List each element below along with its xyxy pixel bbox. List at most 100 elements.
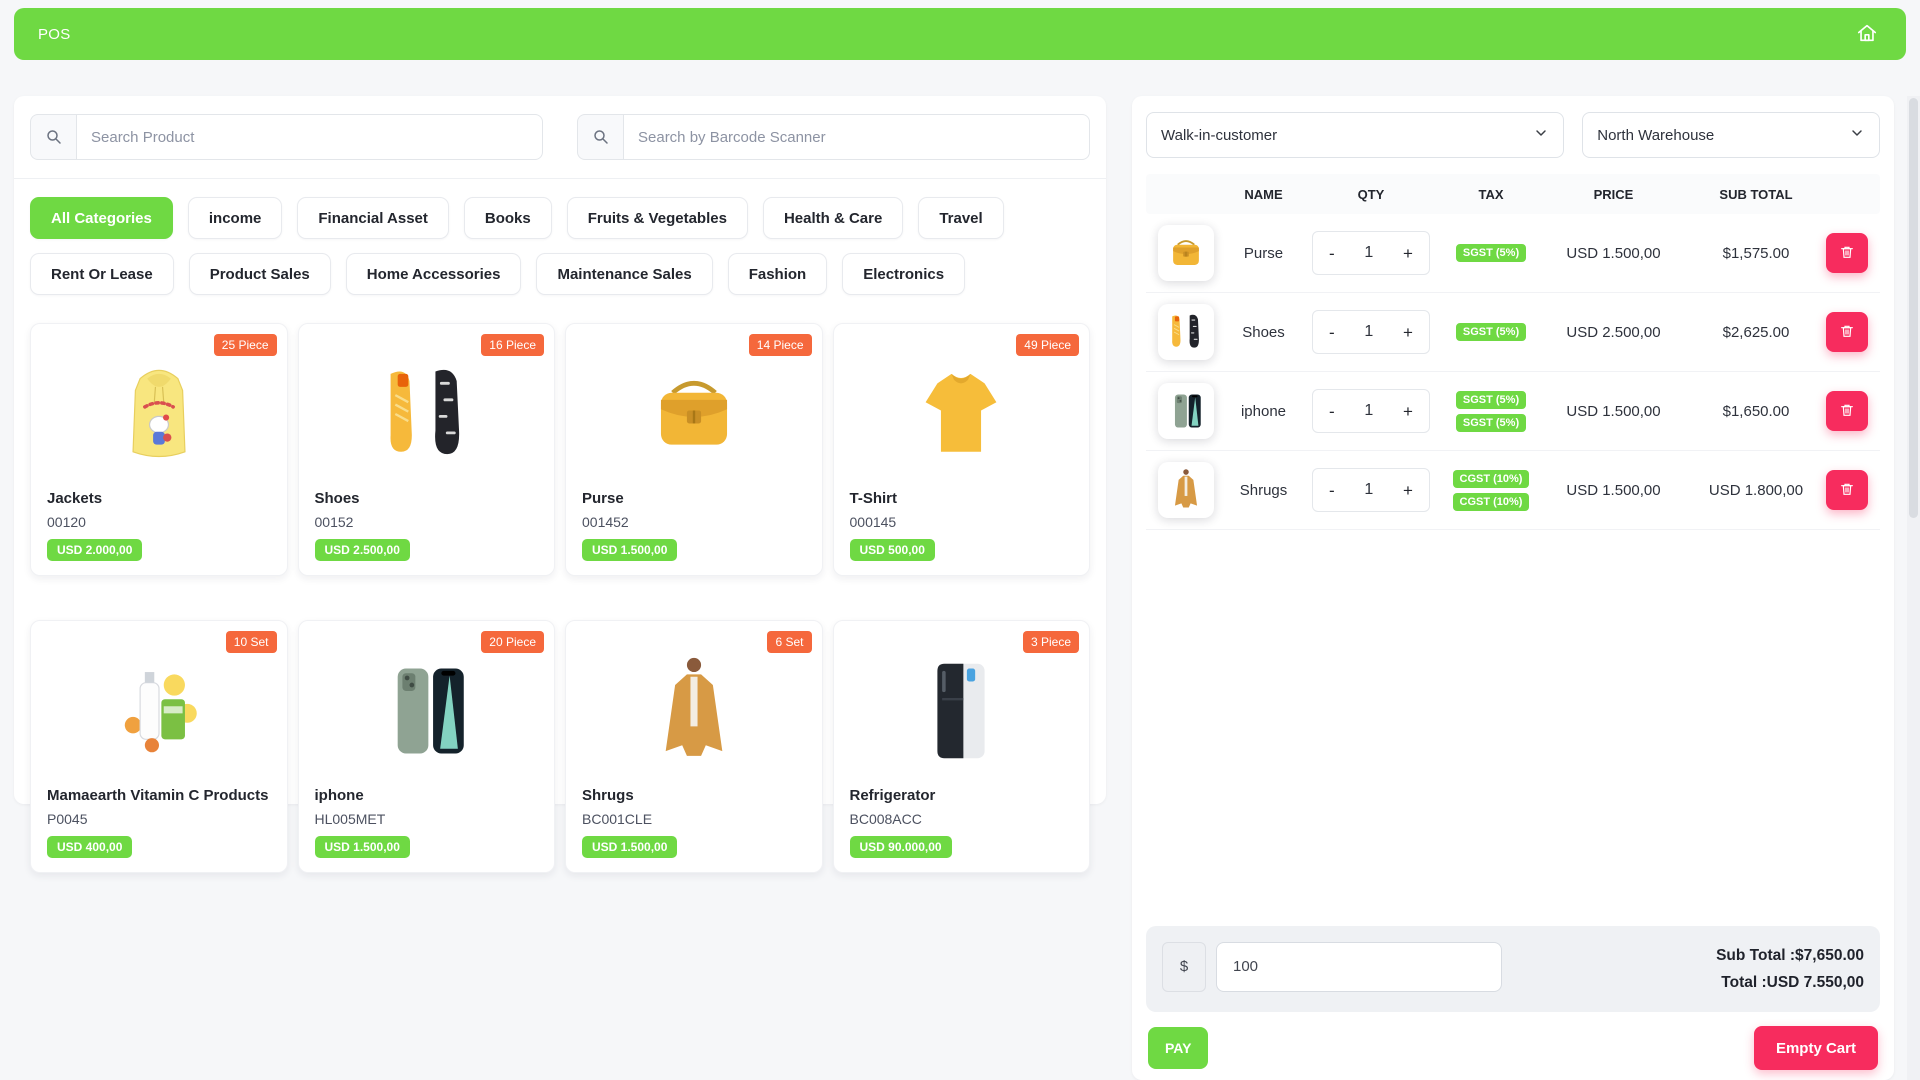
cart-item-subtotal: $1,575.00 xyxy=(1722,244,1790,262)
category-chip[interactable]: Rent Or Lease xyxy=(30,253,174,295)
qty-increase-button[interactable]: + xyxy=(1403,322,1413,342)
category-chip[interactable]: Fashion xyxy=(727,253,828,295)
qty-value[interactable]: 1 xyxy=(1364,244,1374,261)
tax-badge: SGST (5%) xyxy=(1455,244,1527,262)
cart-rows: Purse - 1 + SGST (5%) USD 1.500,00 $1,57… xyxy=(1146,214,1880,530)
qty-value[interactable]: 1 xyxy=(1364,402,1374,419)
customer-select[interactable]: Walk-in-customer xyxy=(1146,112,1565,158)
delete-item-button[interactable] xyxy=(1826,233,1868,273)
product-name: Refrigerator xyxy=(849,787,936,804)
category-chip[interactable]: Product Sales xyxy=(188,253,331,295)
product-price-badge: USD 1.500,00 xyxy=(582,836,678,858)
delete-item-button[interactable] xyxy=(1826,312,1868,352)
cart-row: Shoes - 1 + SGST (5%) USD 2.500,00 $2,62… xyxy=(1146,293,1880,372)
product-code: BC001CLE xyxy=(582,811,653,827)
cart-row: Shrugs - 1 + CGST (10%) CGST (10%) USD 1.… xyxy=(1146,451,1880,530)
chevron-down-icon xyxy=(1533,125,1549,145)
product-code: P0045 xyxy=(47,811,88,827)
product-name: Jackets xyxy=(47,490,103,507)
cart-item-image xyxy=(1158,462,1214,518)
cart-item-price: USD 1.500,00 xyxy=(1566,244,1661,262)
quantity-stepper[interactable]: - 1 + xyxy=(1312,231,1430,275)
category-chip[interactable]: income xyxy=(187,197,283,239)
col-name: NAME xyxy=(1244,186,1283,202)
product-image xyxy=(47,350,271,478)
category-chip[interactable]: Electronics xyxy=(842,253,966,295)
trash-icon xyxy=(1839,402,1855,421)
product-card[interactable]: 25 Piece Jackets 00120 USD 2.000,00 xyxy=(30,323,288,576)
product-card[interactable]: 49 Piece T-Shirt 000145 USD 500,00 xyxy=(832,323,1090,576)
category-chip[interactable]: Financial Asset xyxy=(297,197,449,239)
qty-value[interactable]: 1 xyxy=(1364,323,1374,340)
product-code: 00152 xyxy=(314,514,354,530)
delete-item-button[interactable] xyxy=(1826,470,1868,510)
qty-increase-button[interactable]: + xyxy=(1403,480,1413,500)
category-chip-label: Product Sales xyxy=(209,265,310,283)
product-card[interactable]: 3 Piece Refrigerator BC008ACC USD 90.000… xyxy=(832,620,1090,873)
selects-row: Walk-in-customer North Warehouse xyxy=(1146,112,1880,158)
category-chip[interactable]: All Categories xyxy=(30,197,173,239)
category-chip-label: Health & Care xyxy=(783,209,883,227)
product-card[interactable]: 16 Piece Shoes 00152 USD 2.500,00 xyxy=(297,323,555,576)
stock-badge: 10 Set xyxy=(225,631,277,653)
category-chip[interactable]: Books xyxy=(463,197,552,239)
product-card[interactable]: 14 Piece Purse 001452 USD 1.500,00 xyxy=(565,323,823,576)
product-card[interactable]: 20 Piece iphone HL005MET USD 1.500,00 xyxy=(297,620,555,873)
qty-decrease-button[interactable]: - xyxy=(1329,243,1335,263)
product-card[interactable]: 6 Set Shrugs BC001CLE USD 1.500,00 xyxy=(565,620,823,873)
product-price-badge: USD 1.500,00 xyxy=(314,836,410,858)
pay-button[interactable]: PAY xyxy=(1148,1027,1209,1069)
qty-value[interactable]: 1 xyxy=(1364,481,1374,498)
amount-input[interactable] xyxy=(1216,941,1502,992)
delete-item-button[interactable] xyxy=(1826,391,1868,431)
category-chip-label: Rent Or Lease xyxy=(51,265,153,283)
total-value: USD 7.550,00 xyxy=(1766,973,1864,991)
category-chip[interactable]: Fruits & Vegetables xyxy=(566,197,748,239)
qty-increase-button[interactable]: + xyxy=(1403,401,1413,421)
product-search-group xyxy=(30,114,543,160)
barcode-scanner-input[interactable] xyxy=(623,114,1090,160)
stock-badge: 25 Piece xyxy=(213,334,277,356)
product-card[interactable]: 10 Set Mamaearth Vitamin C Products P004… xyxy=(30,620,288,873)
category-chip[interactable]: Home Accessories xyxy=(345,253,522,295)
category-chip-label: Travel xyxy=(939,209,983,227)
totals: Sub Total :$7,650.00 Total :USD 7.550,00 xyxy=(1716,942,1864,996)
category-chip-label: income xyxy=(208,209,262,227)
empty-cart-button[interactable]: Empty Cart xyxy=(1753,1026,1878,1070)
category-chip-label: Home Accessories xyxy=(366,265,501,283)
product-image xyxy=(850,350,1074,478)
search-icon xyxy=(577,114,623,160)
home-button[interactable] xyxy=(1852,19,1882,49)
cart-item-image xyxy=(1158,225,1214,281)
product-code: BC008ACC xyxy=(849,811,922,827)
barcode-search-group xyxy=(577,114,1090,160)
category-chip[interactable]: Maintenance Sales xyxy=(536,253,713,295)
quantity-stepper[interactable]: - 1 + xyxy=(1312,310,1430,354)
trash-icon xyxy=(1839,323,1855,342)
cart-item-subtotal: USD 1.800,00 xyxy=(1708,481,1804,499)
search-product-input[interactable] xyxy=(76,114,543,160)
stock-badge: 16 Piece xyxy=(481,334,544,356)
tax-badges: CGST (10%) CGST (10%) xyxy=(1441,469,1541,511)
cart-item-image xyxy=(1158,383,1214,439)
qty-increase-button[interactable]: + xyxy=(1403,243,1413,263)
warehouse-select-value: North Warehouse xyxy=(1597,126,1715,144)
cart-item-name: Shoes xyxy=(1242,323,1285,341)
cart-row: iphone - 1 + SGST (5%) SGST (5%) USD 1.50… xyxy=(1146,372,1880,451)
warehouse-select[interactable]: North Warehouse xyxy=(1582,112,1880,158)
qty-decrease-button[interactable]: - xyxy=(1329,480,1335,500)
page-scrollbar[interactable] xyxy=(1907,96,1920,1080)
category-chip[interactable]: Travel xyxy=(918,197,1004,239)
qty-decrease-button[interactable]: - xyxy=(1329,322,1335,342)
cart-item-name: Purse xyxy=(1243,244,1284,262)
tax-badge: CGST (10%) xyxy=(1452,492,1530,511)
cart-item-price: USD 2.500,00 xyxy=(1566,323,1661,341)
scrollbar-thumb[interactable] xyxy=(1909,98,1918,518)
tax-badges: SGST (5%) SGST (5%) xyxy=(1441,390,1541,432)
quantity-stepper[interactable]: - 1 + xyxy=(1312,468,1430,512)
category-chip[interactable]: Health & Care xyxy=(762,197,904,239)
subtotal-line: Sub Total :$7,650.00 xyxy=(1716,942,1864,969)
quantity-stepper[interactable]: - 1 + xyxy=(1312,389,1430,433)
qty-decrease-button[interactable]: - xyxy=(1329,401,1335,421)
product-price-badge: USD 500,00 xyxy=(849,539,935,561)
